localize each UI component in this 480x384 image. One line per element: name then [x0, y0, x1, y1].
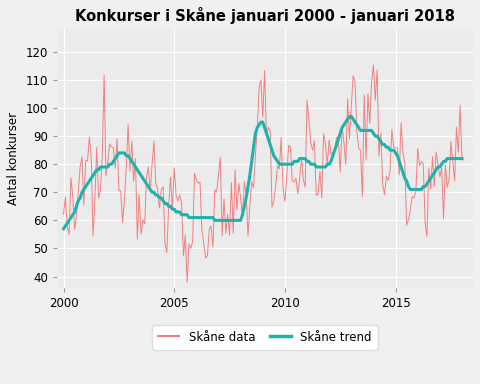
Skåne data [60, 212, 66, 217]
Skåne trend [197, 215, 203, 220]
Line: Skåne trend: Skåne trend [63, 116, 462, 229]
Skåne trend [179, 212, 184, 217]
Y-axis label: Antal konkurser: Antal konkurser [7, 112, 20, 205]
Skåne data [459, 158, 465, 162]
Title: Konkurser i Skåne januari 2000 - januari 2018: Konkurser i Skåne januari 2000 - januari… [75, 7, 455, 24]
Skåne trend [149, 190, 155, 195]
Skåne trend [459, 156, 465, 161]
Skåne trend [393, 151, 398, 155]
Line: Skåne data: Skåne data [63, 65, 462, 282]
Skåne data [184, 280, 190, 285]
Skåne trend [173, 210, 179, 214]
Skåne data [149, 162, 155, 167]
Skåne data [180, 254, 186, 258]
Skåne data [199, 228, 205, 233]
Legend: Skåne data, Skåne trend: Skåne data, Skåne trend [152, 325, 378, 349]
Skåne trend [347, 114, 352, 119]
Skåne trend [60, 227, 66, 231]
Skåne data [173, 193, 179, 197]
Skåne trend [180, 212, 186, 217]
Skåne data [371, 63, 376, 67]
Skåne data [179, 201, 184, 205]
Skåne data [395, 146, 400, 151]
